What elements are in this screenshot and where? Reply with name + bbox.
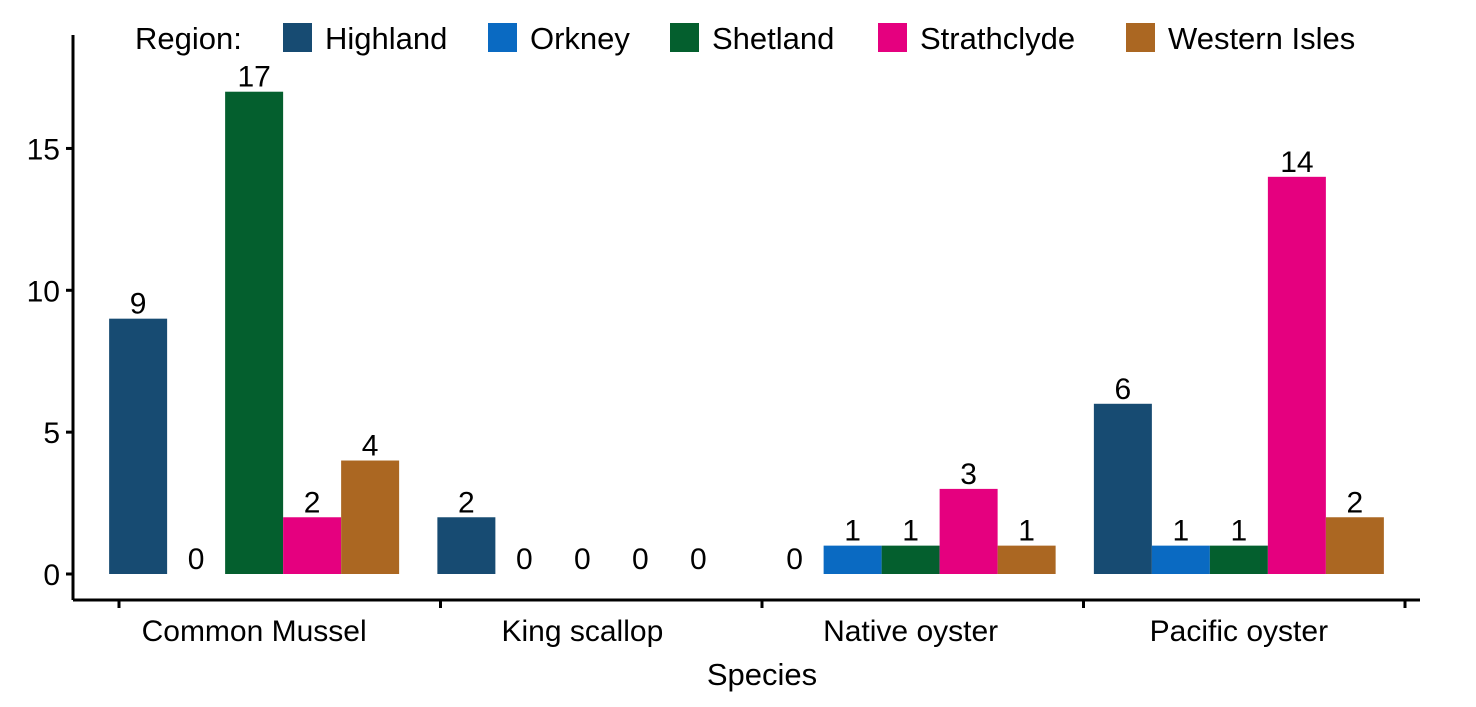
value-label-common-mussel-shetland: 17 [237, 61, 270, 94]
x-tick-label-pacific-oyster: Pacific oyster [1150, 615, 1328, 648]
y-tick-label: 15 [27, 133, 60, 166]
y-tick-label: 0 [43, 559, 60, 592]
value-label-common-mussel-strathclyde: 2 [304, 486, 321, 519]
bar-native-oyster-strathclyde [939, 488, 998, 574]
bar-common-mussel-shetland [225, 91, 284, 575]
value-label-native-oyster-shetland: 1 [902, 515, 919, 548]
bar-native-oyster-shetland [881, 545, 940, 574]
value-label-king-scallop-western-isles: 0 [690, 543, 707, 576]
value-label-common-mussel-orkney: 0 [188, 543, 205, 576]
legend-label-strathclyde: Strathclyde [920, 21, 1075, 56]
x-tick-label-native-oyster: Native oyster [823, 615, 998, 648]
value-label-king-scallop-shetland: 0 [574, 543, 591, 576]
bar-native-oyster-orkney [823, 545, 882, 574]
legend-swatch-strathclyde [878, 23, 907, 52]
value-label-common-mussel-highland: 9 [130, 288, 147, 321]
bar-common-mussel-strathclyde [283, 517, 342, 574]
x-tick-label-common-mussel: Common Mussel [142, 615, 367, 648]
bar-common-mussel-western-isles [341, 460, 400, 574]
value-label-king-scallop-highland: 2 [458, 486, 475, 519]
bar-pacific-oyster-shetland [1209, 545, 1268, 574]
value-label-native-oyster-western-isles: 1 [1018, 515, 1035, 548]
bar-pacific-oyster-orkney [1151, 545, 1210, 574]
value-label-king-scallop-strathclyde: 0 [632, 543, 649, 576]
value-label-native-oyster-strathclyde: 3 [960, 458, 977, 491]
value-label-pacific-oyster-highland: 6 [1115, 373, 1132, 406]
bar-native-oyster-western-isles [997, 545, 1056, 574]
x-axis-title: Species [707, 657, 817, 692]
legend-label-orkney: Orkney [530, 21, 630, 56]
value-label-pacific-oyster-western-isles: 2 [1347, 486, 1364, 519]
legend-label-western-isles: Western Isles [1168, 21, 1355, 56]
bar-pacific-oyster-strathclyde [1267, 176, 1326, 574]
legend-swatch-shetland [670, 23, 699, 52]
legend: Region: Highland Orkney Shetland Strathclyde… [135, 21, 1355, 56]
legend-label-highland: Highland [325, 21, 447, 56]
legend-swatch-highland [283, 23, 312, 52]
x-tick-label-king-scallop: King scallop [501, 615, 663, 648]
bars [109, 91, 1384, 575]
value-label-king-scallop-orkney: 0 [516, 543, 533, 576]
value-label-native-oyster-orkney: 1 [844, 515, 861, 548]
y-tick-label: 10 [27, 275, 60, 308]
legend-swatch-western-isles [1126, 23, 1155, 52]
y-tick-label: 5 [43, 417, 60, 450]
bar-pacific-oyster-western-isles [1325, 517, 1384, 574]
bar-king-scallop-highland [437, 517, 496, 574]
legend-swatch-orkney [488, 23, 517, 52]
value-label-common-mussel-western-isles: 4 [362, 430, 379, 463]
value-label-native-oyster-highland: 0 [786, 543, 803, 576]
value-label-pacific-oyster-orkney: 1 [1173, 515, 1190, 548]
legend-label-shetland: Shetland [712, 21, 834, 56]
value-label-pacific-oyster-shetland: 1 [1231, 515, 1248, 548]
bar-pacific-oyster-highland [1093, 403, 1152, 574]
value-label-pacific-oyster-strathclyde: 14 [1280, 146, 1313, 179]
legend-title: Region: [135, 21, 242, 56]
bar-common-mussel-highland [109, 318, 168, 574]
